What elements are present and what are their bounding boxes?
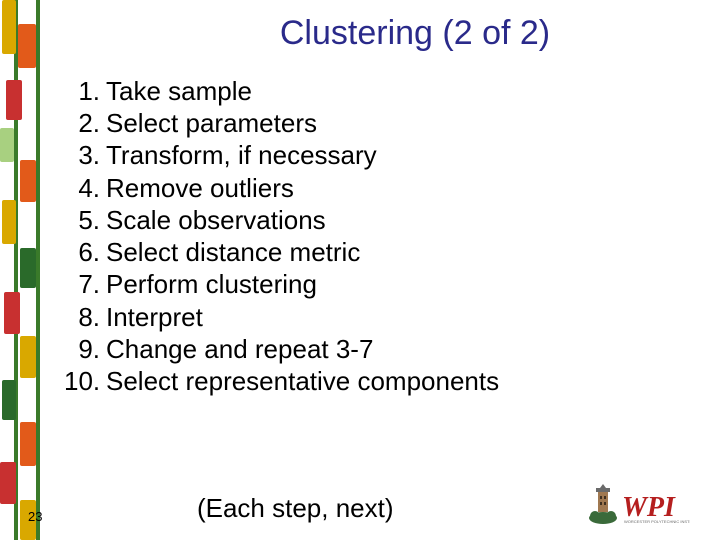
list-item-number: 9. [64, 333, 106, 365]
list-item-text: Interpret [106, 301, 203, 333]
list-item-number: 8. [64, 301, 106, 333]
steps-list: 1.Take sample2.Select parameters3.Transf… [64, 75, 710, 397]
list-item-text: Scale observations [106, 204, 326, 236]
list-item-number: 6. [64, 236, 106, 268]
sidebar-block [20, 336, 36, 378]
sidebar-block [2, 0, 16, 54]
list-item-text: Select representative components [106, 365, 499, 397]
sidebar-block [20, 160, 36, 202]
svg-text:WORCESTER POLYTECHNIC INSTITUT: WORCESTER POLYTECHNIC INSTITUTE [624, 519, 690, 524]
wpi-text-icon: WPI WORCESTER POLYTECHNIC INSTITUTE [622, 492, 690, 524]
sidebar-block [0, 128, 14, 162]
slide-subtitle: (Each step, next) [2, 493, 588, 524]
slide-title: Clustering (2 of 2) [120, 14, 710, 53]
list-item-number: 4. [64, 172, 106, 204]
list-item-number: 10. [64, 365, 106, 397]
sidebar-block [18, 24, 36, 68]
list-item: 3.Transform, if necessary [64, 139, 710, 171]
list-item-number: 2. [64, 107, 106, 139]
sidebar-block [20, 248, 36, 288]
tower-icon [588, 484, 618, 524]
sidebar-block [2, 380, 16, 420]
list-item: 4.Remove outliers [64, 172, 710, 204]
list-item-number: 5. [64, 204, 106, 236]
list-item-text: Select parameters [106, 107, 317, 139]
sidebar-block [2, 200, 16, 244]
list-item-text: Remove outliers [106, 172, 294, 204]
decorative-sidebar [0, 0, 40, 540]
slide-footer: 23 (Each step, next) WPI WORCESTER POLYT… [50, 484, 700, 524]
list-item: 2.Select parameters [64, 107, 710, 139]
list-item: 1.Take sample [64, 75, 710, 107]
list-item-text: Transform, if necessary [106, 139, 377, 171]
list-item: 9.Change and repeat 3-7 [64, 333, 710, 365]
list-item: 8.Interpret [64, 301, 710, 333]
sidebar-block [6, 80, 22, 120]
slide-content: Clustering (2 of 2) 1.Take sample2.Selec… [50, 0, 710, 540]
list-item-number: 7. [64, 268, 106, 300]
wpi-logo: WPI WORCESTER POLYTECHNIC INSTITUTE [588, 484, 690, 524]
list-item: 10.Select representative components [64, 365, 710, 397]
sidebar-block [4, 292, 20, 334]
list-item-text: Change and repeat 3-7 [106, 333, 373, 365]
list-item-number: 3. [64, 139, 106, 171]
list-item: 5.Scale observations [64, 204, 710, 236]
list-item: 7.Perform clustering [64, 268, 710, 300]
list-item-text: Select distance metric [106, 236, 360, 268]
list-item-text: Perform clustering [106, 268, 317, 300]
sidebar-block [20, 422, 36, 466]
list-item-text: Take sample [106, 75, 252, 107]
list-item-number: 1. [64, 75, 106, 107]
list-item: 6.Select distance metric [64, 236, 710, 268]
sidebar-stripe [36, 0, 40, 540]
